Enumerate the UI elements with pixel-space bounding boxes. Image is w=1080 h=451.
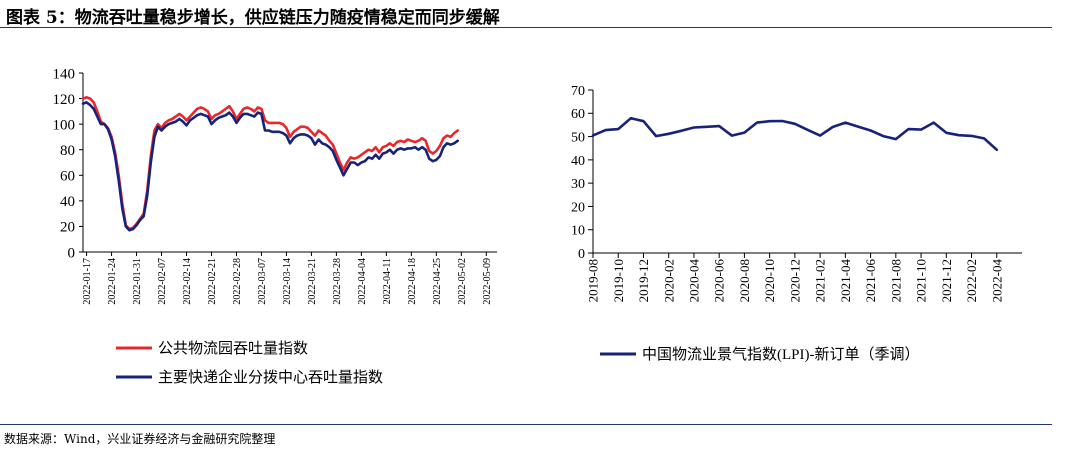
x-tick-label: 2022-05-02 (457, 258, 468, 305)
x-tick-label: 2022-03-21 (307, 258, 318, 305)
x-tick-label: 2019-08 (586, 259, 601, 302)
x-tick-label: 2020-04 (686, 259, 701, 303)
x-tick-label: 2020-10 (762, 259, 777, 302)
x-tick-label: 2021-04 (838, 259, 853, 303)
y-tick-label: 70 (571, 84, 585, 99)
y-tick-label: 0 (68, 245, 76, 261)
legend-label: 中国物流业景气指数(LPI)-新订单（季调） (642, 346, 920, 363)
x-tick-label: 2022-04-25 (432, 258, 443, 305)
figure-title: 图表 5：物流吞吐量稳步增长，供应链压力随疫情稳定而同步缓解 (6, 8, 500, 28)
x-tick-label: 2020-08 (737, 259, 752, 302)
x-tick-label: 2020-02 (661, 259, 676, 302)
legend-label: 公共物流园吞吐量指数 (158, 340, 308, 357)
series-line-1-1 (81, 96, 460, 231)
y-tick-label: 120 (53, 92, 76, 108)
x-tick-label: 2022-02 (964, 259, 979, 302)
y-tick-label: 10 (571, 224, 585, 239)
x-tick-label: 2020-06 (712, 259, 727, 303)
x-tick-label: 2022-02-28 (232, 258, 243, 305)
x-tick-label: 2021-08 (888, 259, 903, 302)
y-tick-label: 60 (60, 169, 75, 185)
source-rule (0, 424, 1052, 425)
x-tick-label: 2022-01-31 (132, 258, 143, 305)
x-tick-label: 2022-02-14 (182, 258, 193, 305)
x-tick-label: 2021-06 (863, 259, 878, 303)
y-tick-label: 80 (60, 143, 75, 159)
y-tick-label: 100 (53, 117, 76, 133)
y-tick-label: 40 (571, 154, 585, 169)
x-tick-label: 2022-02-21 (207, 258, 218, 305)
x-tick-label: 2021-02 (813, 259, 828, 302)
y-tick-label: 20 (60, 220, 75, 236)
x-tick-label: 2022-01-17 (82, 258, 93, 305)
y-tick-label: 40 (60, 194, 75, 210)
x-tick-label: 2019-10 (611, 259, 626, 302)
series-line-2-1 (591, 116, 999, 152)
source-note: 数据来源：Wind，兴业证券经济与金融研究院整理 (4, 432, 276, 446)
x-tick-label: 2022-03-28 (332, 258, 343, 305)
x-tick-label: 2022-01-24 (107, 258, 118, 305)
x-tick-label: 2022-04 (989, 259, 1004, 303)
x-tick-label: 2022-03-14 (282, 258, 293, 305)
y-tick-label: 50 (571, 130, 585, 145)
x-tick-label: 2022-04-18 (407, 258, 418, 305)
x-tick-label: 2022-04-04 (357, 258, 368, 305)
title-rule (0, 27, 1052, 28)
y-tick-label: 0 (578, 247, 585, 262)
y-tick-label: 60 (571, 107, 585, 122)
x-tick-label: 2022-02-07 (157, 258, 168, 305)
x-tick-label: 2021-10 (914, 259, 929, 302)
x-tick-label: 2022-04-11 (382, 258, 393, 304)
x-tick-label: 2022-03-07 (257, 258, 268, 305)
x-tick-label: 2019-12 (636, 259, 651, 302)
x-tick-label: 2022-05-09 (482, 258, 493, 305)
x-tick-label: 2020-12 (787, 259, 802, 302)
legend-label: 主要快递企业分拨中心吞吐量指数 (158, 368, 383, 386)
series-line-1-2 (81, 101, 460, 232)
y-tick-label: 20 (571, 200, 585, 215)
x-tick-label: 2021-12 (939, 259, 954, 302)
y-tick-label: 140 (53, 66, 76, 82)
y-tick-label: 30 (571, 177, 585, 192)
